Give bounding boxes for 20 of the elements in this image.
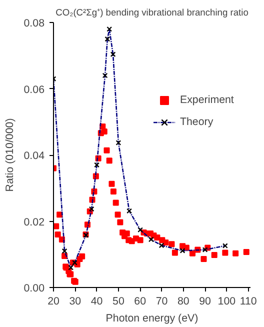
x-tick-label: 30: [69, 296, 82, 308]
y-tick-label: 0.04: [24, 150, 45, 162]
legend-label: Experiment: [180, 94, 234, 106]
y-tick-label: 0.06: [24, 84, 45, 96]
x-axis-title: Photon energy (eV): [106, 312, 198, 324]
y-tick-label: 0.02: [24, 216, 45, 228]
y-axis-title: Ratio (010/000): [4, 118, 16, 192]
y-tick-label: 0.00: [24, 282, 45, 294]
legend-label: Theory: [180, 116, 214, 128]
x-tick-label: 100: [218, 296, 236, 308]
y-tick-label: 0.08: [24, 18, 45, 30]
x-tick-label: 90: [199, 296, 212, 308]
x-tick-label: 80: [177, 296, 190, 308]
x-tick-label: 50: [112, 296, 124, 308]
x-tick-label: 40: [90, 296, 103, 308]
x-tick-label: 70: [156, 296, 168, 308]
x-tick-label: 20: [48, 296, 60, 308]
x-tick-label: 60: [134, 296, 146, 308]
x-tick-label: 110: [240, 296, 257, 308]
chart-title: CO₂(C²Σg⁺) bending vibrational branching ratio: [56, 8, 248, 18]
